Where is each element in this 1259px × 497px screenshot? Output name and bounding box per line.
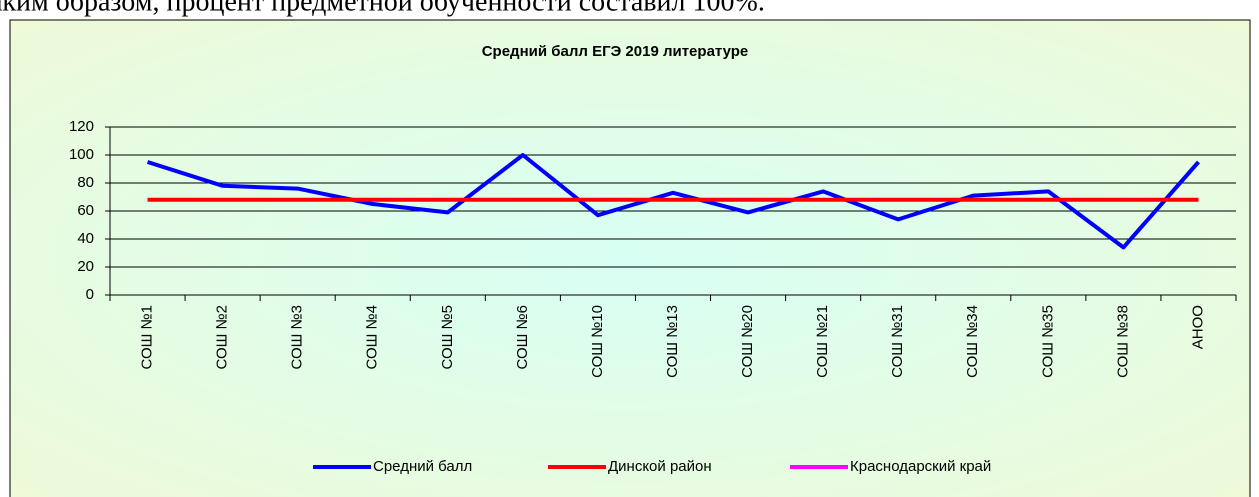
y-tick-label: 100 [69,146,94,163]
y-tick-label: 0 [86,286,94,303]
doc-text: аким образом, процент предметной обученн… [0,0,765,17]
x-tick-label: СОШ №6 [514,305,531,370]
series-line [146,153,1200,250]
x-tick-label: СОШ №1 [139,305,156,370]
x-tick-label: СОШ №34 [964,305,981,378]
x-tick-label: СОШ №31 [889,305,906,378]
legend-label: Краснодарский край [850,458,991,475]
legend-label: Динской район [608,458,712,475]
y-tick-label: 20 [77,258,94,275]
y-tick-label: 60 [77,202,94,219]
x-tick-label: СОШ №13 [664,305,681,378]
x-tick-label: АНОО [1189,305,1206,349]
x-tick-label: СОШ №38 [1114,305,1131,378]
y-tick-label: 120 [69,118,94,135]
x-tick-label: СОШ №3 [289,305,306,370]
y-tick-label: 40 [77,230,94,247]
x-tick-label: СОШ №5 [439,305,456,370]
y-tick-label: 80 [77,174,94,191]
x-tick-label: СОШ №21 [814,305,831,378]
chart-title: Средний балл ЕГЭ 2019 литературе [482,43,749,60]
legend-label: Средний балл [373,458,472,475]
x-tick-label: СОШ №20 [739,305,756,378]
x-tick-label: СОШ №4 [364,305,381,370]
chart-area [9,19,1251,497]
x-tick-label: СОШ №10 [589,305,606,378]
x-tick-label: СОШ №2 [214,305,231,370]
x-tick-label: СОШ №35 [1039,305,1056,378]
